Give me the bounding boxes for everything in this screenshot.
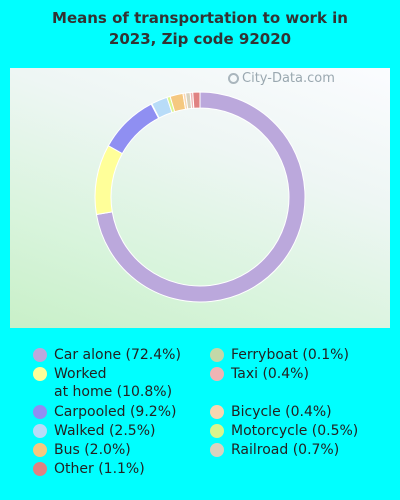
- legend-item-car-alone: Car alone (72.4%): [33, 346, 181, 364]
- legend-label-walked: Walked (2.5%): [54, 423, 156, 439]
- legend-swatch-worked-at-home: [33, 367, 47, 381]
- legend-item-walked: Walked (2.5%): [33, 422, 155, 440]
- legend-label-motorcycle: Motorcycle (0.5%): [231, 423, 359, 439]
- legend: Car alone (72.4%) Worked at home (10.8%) C…: [0, 346, 400, 496]
- legend-label-ferryboat: Ferryboat (0.1%): [231, 347, 349, 363]
- watermark-text: City-Data.com: [242, 71, 335, 86]
- legend-item-bicycle: Bicycle (0.4%): [210, 403, 332, 421]
- legend-swatch-carpooled: [33, 405, 47, 419]
- legend-item-worked-at-home: Worked at home (10.8%): [33, 365, 172, 401]
- chart-title: Means of transportation to work in 2023,…: [0, 8, 400, 50]
- legend-item-ferryboat: Ferryboat (0.1%): [210, 346, 349, 364]
- legend-item-carpooled: Carpooled (9.2%): [33, 403, 176, 421]
- legend-label-bus: Bus (2.0%): [54, 442, 131, 458]
- watermark: City-Data.com: [228, 71, 335, 86]
- watermark-icon: [228, 73, 239, 84]
- legend-swatch-railroad: [210, 443, 224, 457]
- legend-label-bicycle: Bicycle (0.4%): [231, 404, 332, 420]
- legend-label-carpooled: Carpooled (9.2%): [54, 404, 177, 420]
- legend-item-motorcycle: Motorcycle (0.5%): [210, 422, 358, 440]
- legend-swatch-motorcycle: [210, 424, 224, 438]
- legend-label-railroad: Railroad (0.7%): [231, 442, 340, 458]
- legend-swatch-walked: [33, 424, 47, 438]
- slice-carpooled: [107, 103, 160, 155]
- slice-worked-at-home: [94, 145, 124, 216]
- legend-swatch-taxi: [210, 367, 224, 381]
- legend-label-car-alone: Car alone (72.4%): [54, 347, 181, 363]
- chart-title-line-2: 2023, Zip code 92020: [108, 30, 292, 48]
- legend-swatch-car-alone: [33, 348, 47, 362]
- legend-item-other: Other (1.1%): [33, 460, 145, 478]
- legend-swatch-bicycle: [210, 405, 224, 419]
- legend-swatch-bus: [33, 443, 47, 457]
- slice-other: [192, 91, 201, 109]
- legend-item-railroad: Railroad (0.7%): [210, 441, 339, 459]
- legend-item-bus: Bus (2.0%): [33, 441, 131, 459]
- legend-swatch-ferryboat: [210, 348, 224, 362]
- chart-title-line-1: Means of transportation to work in: [52, 9, 348, 27]
- legend-swatch-other: [33, 462, 47, 476]
- legend-label-other: Other (1.1%): [54, 461, 145, 477]
- legend-label-taxi: Taxi (0.4%): [231, 366, 309, 382]
- chart-panel: [10, 68, 390, 328]
- legend-label-worked-at-home: Worked at home (10.8%): [54, 366, 173, 400]
- legend-item-taxi: Taxi (0.4%): [210, 365, 309, 383]
